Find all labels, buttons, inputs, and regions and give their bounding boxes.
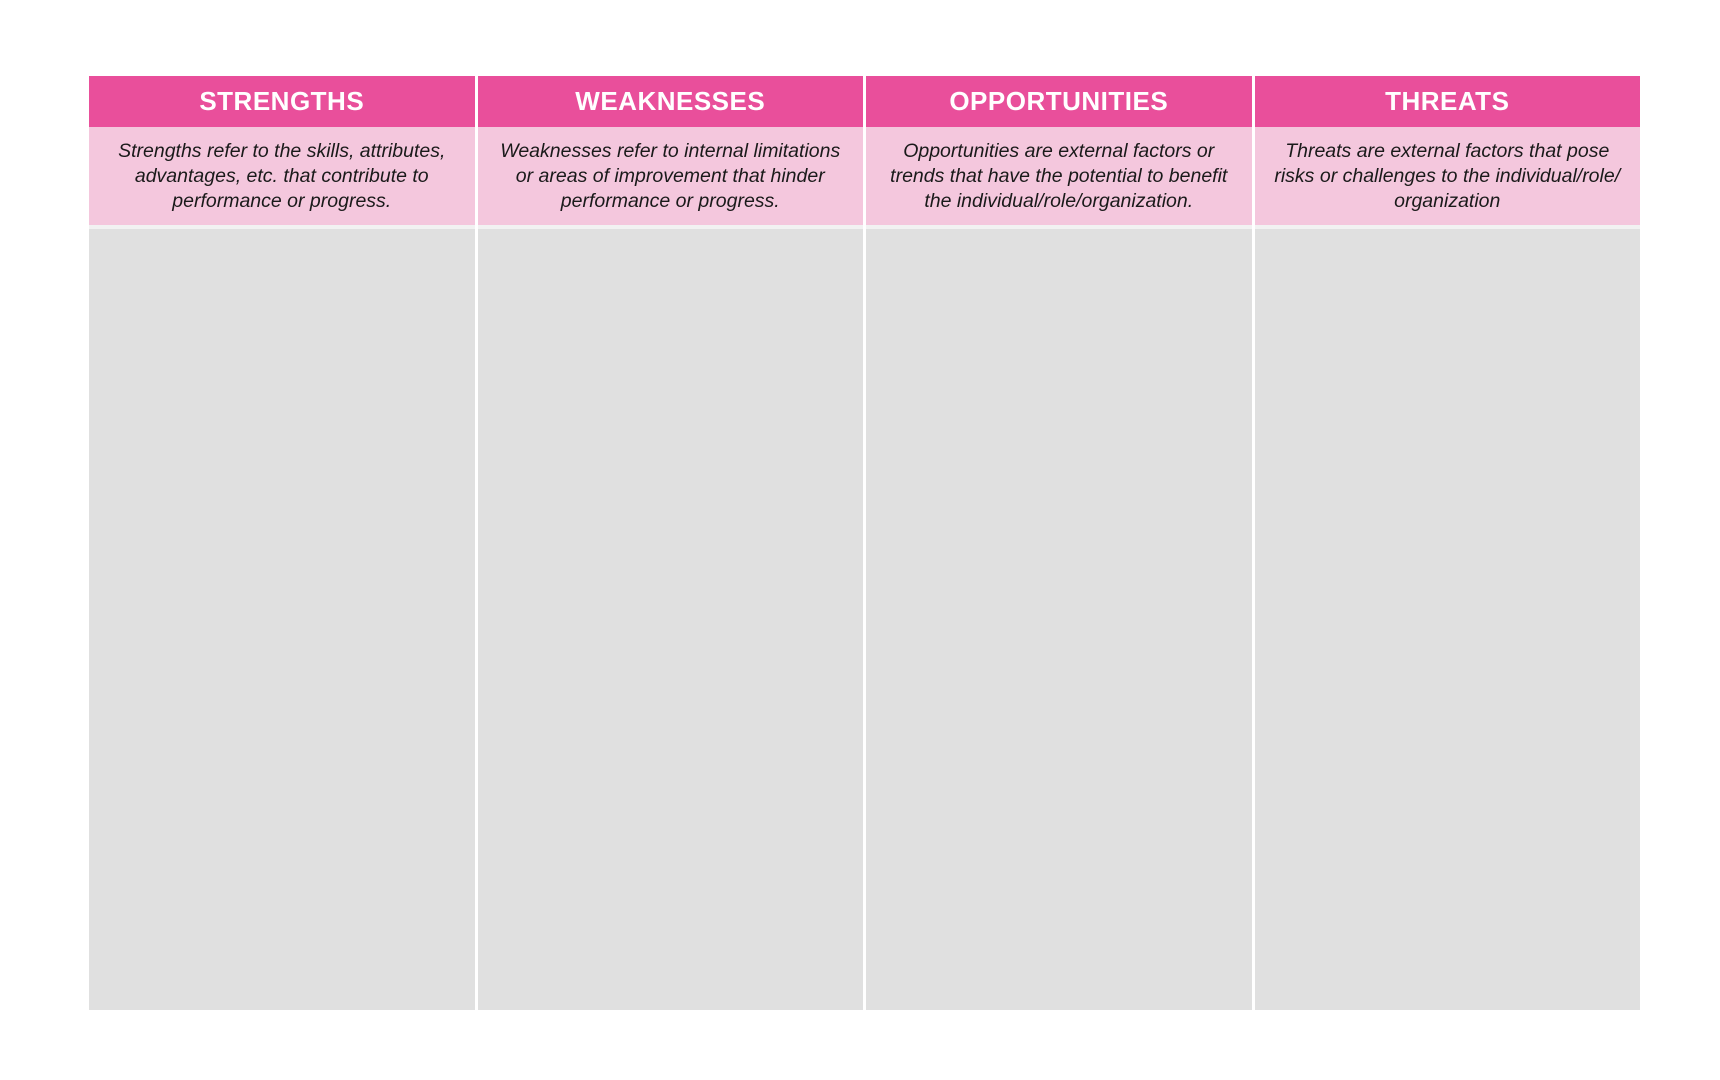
- entry-area-weaknesses[interactable]: [477, 229, 863, 1010]
- description-threats: Threats are external factors that pose r…: [1254, 127, 1640, 229]
- header-strengths: STRENGTHS: [89, 76, 475, 127]
- header-opportunities: OPPORTUNITIES: [866, 76, 1252, 127]
- description-opportunities: Opportunities are external factors or tr…: [866, 127, 1252, 229]
- description-weaknesses: Weaknesses refer to internal limitations…: [477, 127, 863, 229]
- description-strengths: Strengths refer to the skills, attribute…: [89, 127, 475, 229]
- entry-area-threats[interactable]: [1254, 229, 1640, 1010]
- header-threats: THREATS: [1254, 76, 1640, 127]
- entry-area-strengths[interactable]: [89, 229, 475, 1010]
- entry-area-opportunities[interactable]: [866, 229, 1252, 1010]
- header-weaknesses: WEAKNESSES: [477, 76, 863, 127]
- swot-table: STRENGTHS WEAKNESSES OPPORTUNITIES THREA…: [89, 76, 1640, 1010]
